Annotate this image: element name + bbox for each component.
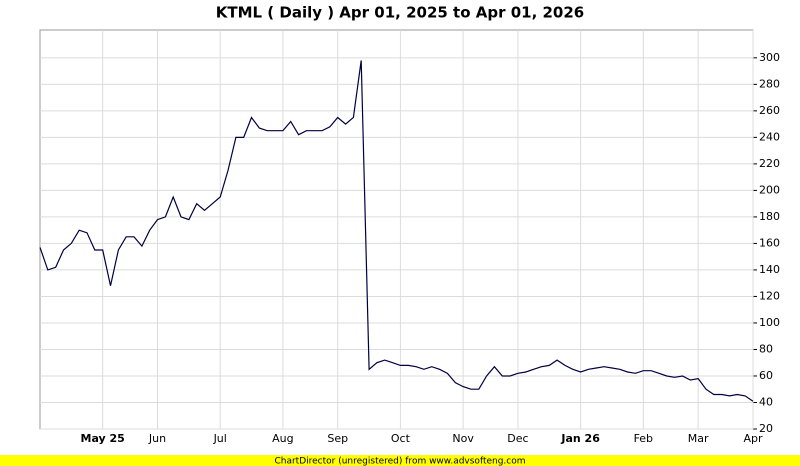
x-tick-label: Oct [391, 432, 411, 445]
footer-bar [0, 455, 800, 466]
x-tick-label: Jun [148, 432, 166, 445]
y-tick-label: 20 [759, 422, 773, 435]
x-tick-label: Jan 26 [560, 432, 600, 445]
y-tick-label: 120 [759, 289, 780, 302]
y-tick-label: 300 [759, 51, 780, 64]
y-tick-label: 60 [759, 369, 773, 382]
y-tick-label: 100 [759, 316, 780, 329]
price-line [39, 60, 754, 402]
chart-title: KTML ( Daily ) Apr 01, 2025 to Apr 01, 2… [216, 4, 585, 22]
y-tick-label: 220 [759, 157, 780, 170]
x-tick-label: Jul [213, 432, 227, 445]
x-tick-label: Sep [327, 432, 348, 445]
x-tick-label: Dec [507, 432, 528, 445]
y-tick-label: 260 [759, 104, 780, 117]
y-tick-label: 40 [759, 395, 773, 408]
y-tick-label: 280 [759, 77, 780, 90]
y-tick-label: 180 [759, 210, 780, 223]
y-tick-label: 240 [759, 130, 780, 143]
y-tick-label: 160 [759, 236, 780, 249]
x-tick-label: Feb [634, 432, 653, 445]
plot-area [39, 29, 754, 430]
x-tick-label: Mar [688, 432, 709, 445]
x-tick-label: May 25 [81, 432, 125, 445]
y-tick-label: 140 [759, 263, 780, 276]
footer: ChartDirector (unregistered) from www.ad… [274, 457, 525, 466]
x-tick-label: Apr [743, 432, 763, 445]
y-tick-label: 80 [759, 342, 773, 355]
x-tick-label: Nov [452, 432, 474, 445]
x-tick-label: Aug [272, 432, 293, 445]
y-tick-label: 200 [759, 183, 780, 196]
